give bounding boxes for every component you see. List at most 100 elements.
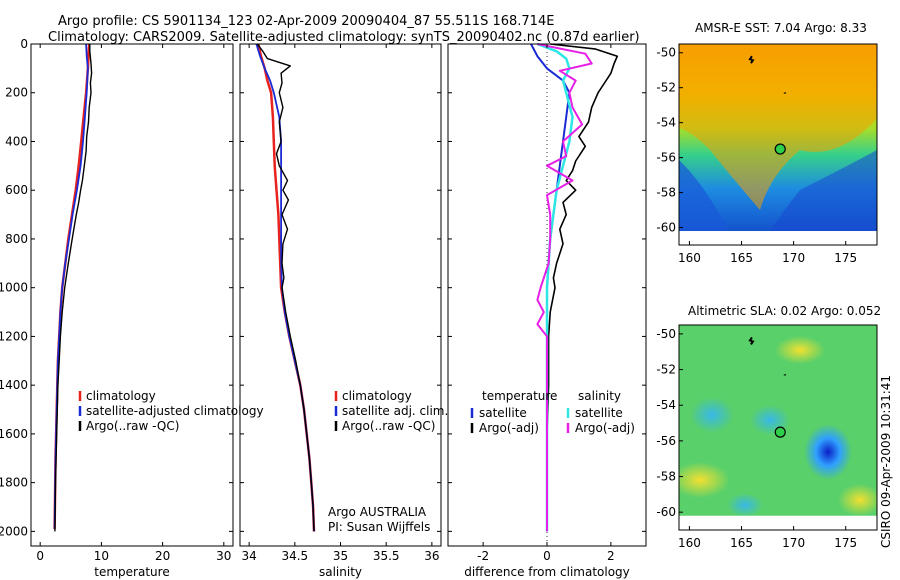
series-line-0 [53,43,91,529]
x-tick-label: 35 [333,549,348,563]
legend-label: satellite-adjusted climatology [86,404,264,418]
legend-label: Argo(-adj) [575,421,635,435]
plot-title-line-1: Argo profile: CS 5901134_123 02-Apr-2009… [58,14,555,29]
map-y-tick-label: -56 [656,151,676,165]
map-y-tick-label: -60 [656,505,676,519]
map-x-tick-label: 170 [782,251,805,265]
plot-title-line-2: Climatology: CARS2009. Satellite-adjuste… [48,30,640,45]
temperature-panel: 0 10 20 30 0 200 400 600 800 1000 1200 1400 1600 1800… [0,37,264,579]
map-y-tick-label: -58 [656,470,676,484]
maps-overlay: 160 165 170 175 -50 -52 -54 -56 -58 -60 160 165 170 1… [656,43,878,550]
legend-group-title: salinity [578,389,621,403]
map-y-tick-label: -60 [656,221,676,235]
y-tick-label: 2000 [0,524,28,538]
y-tick-label: 400 [5,134,28,148]
y-tick-label: 200 [5,86,28,100]
legend-label: Argo(..raw -QC) [342,419,435,433]
y-tick-label: 1400 [0,378,28,392]
legend-label: Argo(-adj) [479,421,539,435]
map-nodata-strip [679,515,877,530]
map-y-tick-label: -50 [656,327,676,341]
salinity-panel: 34 34.5 35 35.5 36 salinity climatologysatelli… [239,43,448,579]
sst-warm-region [679,44,877,210]
sla-deep-low [804,424,852,480]
sst-map-title: AMSR-E SST: 7.04 Argo: 8.33 [695,21,867,35]
island-marker-small [783,91,787,94]
map-frame [678,43,878,246]
sla-low-west [690,397,734,433]
series-line-1 [255,43,315,532]
map-x-tick-label: 165 [730,251,753,265]
annotation-text: Argo AUSTRALIA [328,505,427,519]
sla-high-se [838,484,877,516]
csiro-timestamp: CSIRO 09-Apr-2009 10:31:41 [879,374,893,548]
x-tick-label: 20 [155,549,170,563]
y-tick-label: 0 [20,37,28,51]
sst-cold-east [760,150,877,245]
series-line-0 [257,43,316,532]
map-y-tick-label: -58 [656,186,676,200]
x-tick-label: -2 [477,549,489,563]
y-tick-label: 600 [5,183,28,197]
map-x-tick-label: 175 [834,251,857,265]
island-marker [748,336,755,346]
sla-map-title: Altimetric SLA: 0.02 Argo: 0.052 [688,304,882,318]
map-y-tick-label: -52 [656,81,676,95]
legend-group-title: temperature [482,389,557,403]
panel-frame [239,43,442,547]
series-line-2 [54,44,93,532]
series-line-3 [536,43,593,532]
x-tick-label: 2 [607,549,615,563]
map-y-tick-label: -52 [656,363,676,377]
map-x-tick-label: 160 [678,536,701,550]
x-axis-label: difference from climatology [464,565,630,579]
x-tick-label: 35.5 [373,549,400,563]
map-x-tick-label: 165 [730,536,753,550]
x-tick-label: 30 [216,549,231,563]
y-tick-label: 1800 [0,476,28,490]
sst-cold-west [679,160,727,245]
map-y-tick-label: -54 [656,398,676,412]
map-x-tick-label: 170 [782,536,805,550]
sla-high-north [775,336,825,364]
legend-label: Argo(..raw -QC) [86,419,179,433]
x-tick-label: 34.5 [281,549,308,563]
map-y-tick-label: -50 [656,46,676,60]
map-x-tick-label: 160 [678,251,701,265]
legend-label: climatology [342,389,412,403]
sla-low-south [727,493,763,517]
map-y-tick-label: -54 [656,116,676,130]
difference-panel: -2 0 2 difference from climatology temperatu… [447,42,647,579]
sla-map [678,324,878,531]
argo-float-marker [774,143,786,155]
legend-label: satellite [479,406,527,420]
y-tick-label: 1600 [0,427,28,441]
island-marker [748,55,755,64]
panel-frame [30,43,234,547]
series-line-2 [256,43,315,532]
map-x-tick-label: 175 [834,536,857,550]
map-nodata-strip [679,231,877,245]
series-line-1 [546,43,619,532]
y-tick-label: 800 [5,232,28,246]
x-tick-label: 34 [241,549,256,563]
series-line-0 [530,43,571,532]
sla-high-sw [679,462,730,498]
island-marker-small [783,373,787,376]
argo-float-marker [774,426,786,438]
x-tick-label: 36 [424,549,439,563]
legend-label: satellite adj. clim. [342,404,448,418]
map-frame [678,324,878,531]
y-tick-label: 1000 [0,281,28,295]
legend-label: climatology [86,389,156,403]
x-axis-label: salinity [319,565,362,579]
x-axis-label: temperature [94,565,169,579]
legend-label: satellite [575,406,623,420]
annotation-text: PI: Susan Wijffels [328,520,430,534]
x-tick-label: 10 [94,549,109,563]
map-y-tick-label: -56 [656,434,676,448]
y-tick-label: 1200 [0,329,28,343]
x-tick-label: 0 [36,549,44,563]
x-tick-label: 0 [543,549,551,563]
